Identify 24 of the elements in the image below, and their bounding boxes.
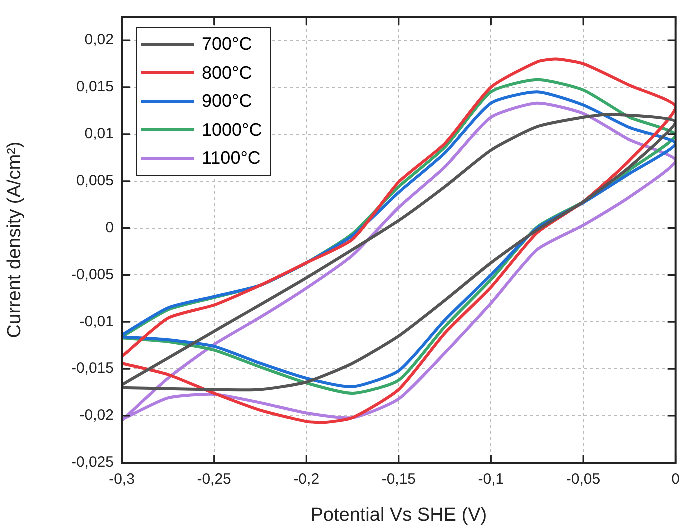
y-tick-label: -0,015 xyxy=(71,360,114,378)
y-tick-label: -0,02 xyxy=(80,407,114,424)
y-tick-label: 0 xyxy=(106,219,114,236)
y-tick-label: 0,02 xyxy=(84,32,114,49)
x-axis-title: Potential Vs SHE (V) xyxy=(310,504,488,526)
x-tick-label: -0,3 xyxy=(109,471,135,488)
y-tick-label: 0,015 xyxy=(76,78,114,96)
legend-label: 1000°C xyxy=(202,118,262,142)
legend-label: 700°C xyxy=(202,33,252,56)
x-tick-label: -0,15 xyxy=(382,471,416,488)
y-tick-label: -0,005 xyxy=(71,266,114,284)
y-tick-label: 0,01 xyxy=(84,126,114,143)
x-tick-label: -0,1 xyxy=(478,471,504,488)
x-tick-label: -0,2 xyxy=(294,471,320,488)
x-tick-label: 0 xyxy=(672,471,680,488)
legend-label: 1100°C xyxy=(202,147,261,170)
x-tick-label: -0,25 xyxy=(197,471,232,488)
y-tick-label: -0,01 xyxy=(80,313,114,330)
y-tick-label: -0,025 xyxy=(71,454,114,472)
legend-label: 800°C xyxy=(202,62,252,84)
legend-label: 900°C xyxy=(202,90,252,113)
x-tick-label: -0,05 xyxy=(566,471,601,488)
y-axis-title: Current density (A/cm²) xyxy=(4,142,26,338)
y-tick-label: 0,005 xyxy=(76,172,114,190)
